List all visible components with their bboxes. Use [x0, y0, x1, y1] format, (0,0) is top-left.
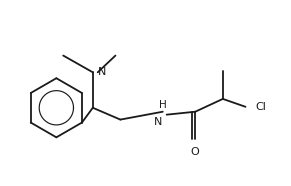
Text: O: O [191, 147, 200, 157]
Text: N: N [98, 67, 106, 77]
Text: Cl: Cl [255, 102, 266, 112]
Text: N: N [154, 117, 162, 127]
Text: H: H [159, 100, 167, 110]
